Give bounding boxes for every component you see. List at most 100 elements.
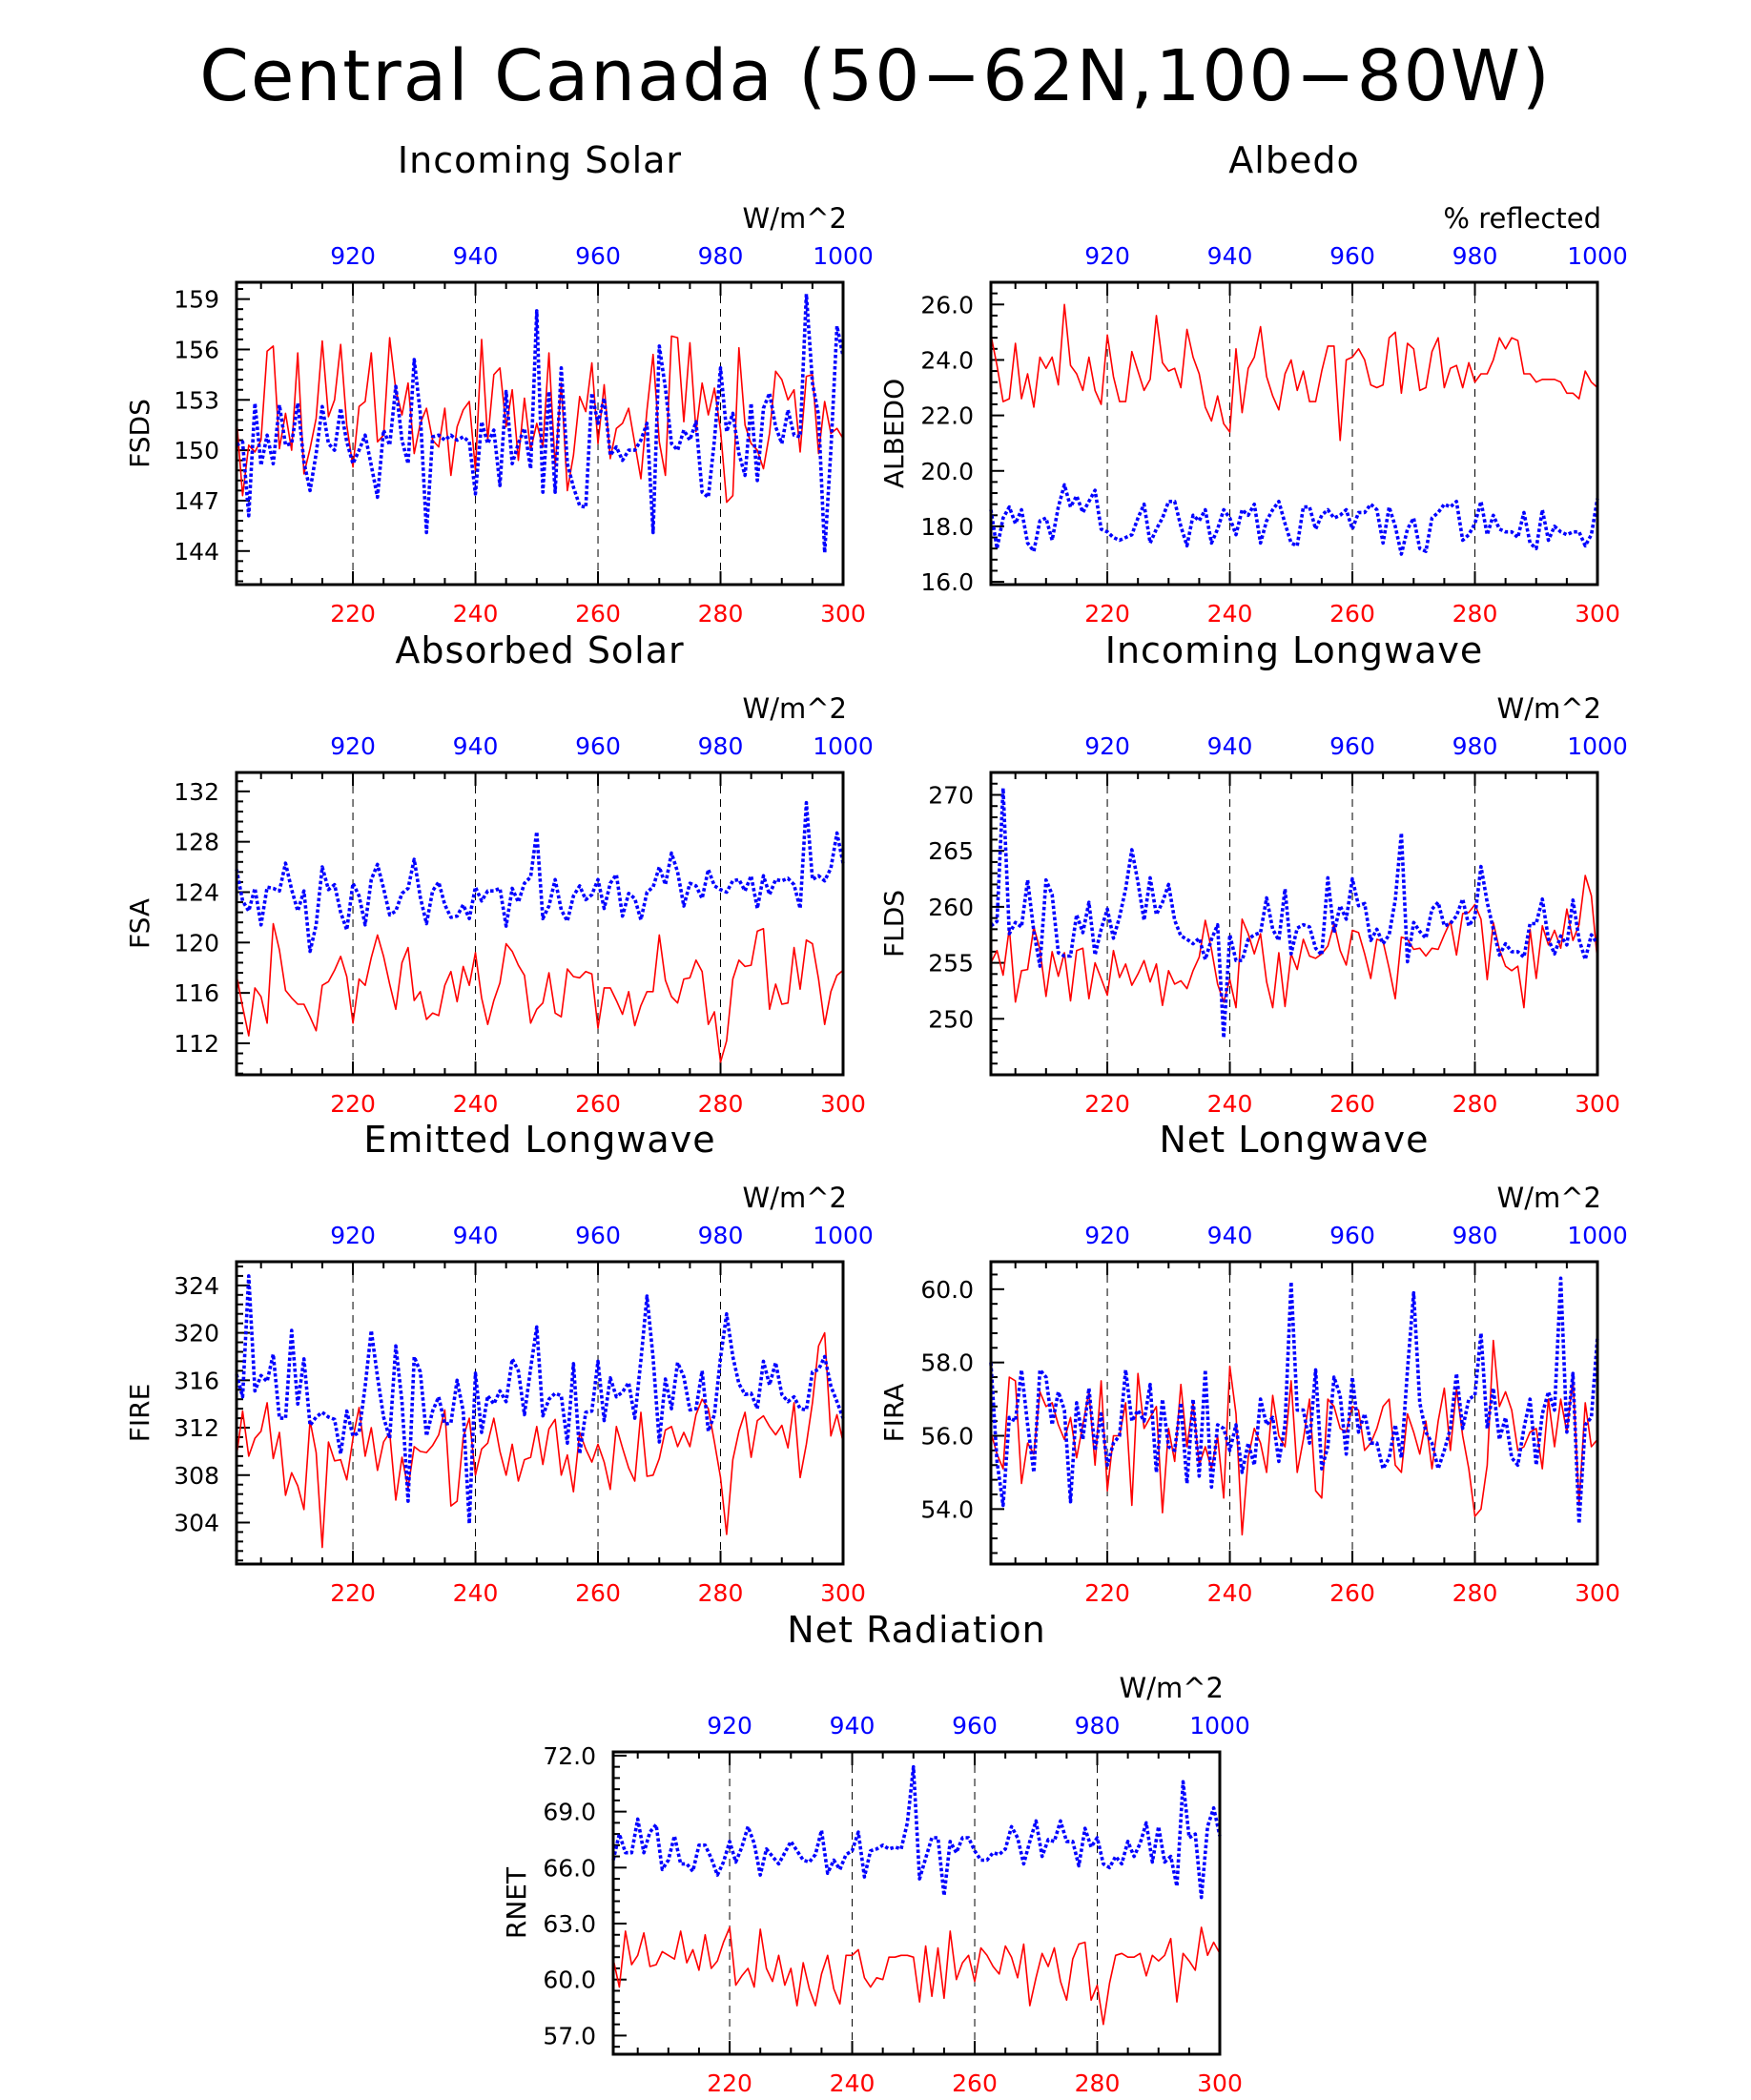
- y-tick-label: 128: [174, 829, 219, 856]
- y-tick-label: 265: [928, 837, 974, 865]
- plot-frame: [989, 280, 1599, 587]
- tick-marks: [991, 1262, 1598, 1564]
- tick-marks: [237, 1262, 844, 1564]
- x-bottom-tick-label: 280: [1452, 1579, 1498, 1607]
- tick-marks: [237, 772, 844, 1075]
- x-bottom-tick-label: 260: [575, 1579, 621, 1607]
- chart-panel: Absorbed Solar W/m^2 FSA 112 116 120 124 128 132…: [124, 629, 874, 1118]
- x-bottom-tick-label: 240: [1207, 1090, 1253, 1118]
- x-bottom-tick-label: 240: [453, 1090, 499, 1118]
- chart-panel: Incoming Solar W/m^2 FSDS 144 147 150 153 156 15…: [124, 139, 874, 628]
- x-top-tick-label: 980: [698, 1222, 744, 1249]
- panel-title: Incoming Solar: [398, 139, 682, 181]
- plot-frame: [235, 1260, 845, 1566]
- unit-label: % reflected: [1443, 202, 1601, 235]
- y-tick-label: 20.0: [920, 458, 974, 485]
- y-tick-label: 22.0: [920, 402, 974, 430]
- y-tick-label: 57.0: [543, 2022, 596, 2049]
- panel-title: Absorbed Solar: [395, 629, 684, 671]
- x-top-tick-label: 980: [1452, 1222, 1498, 1249]
- tick-marks: [991, 772, 1598, 1076]
- x-bottom-tick-label: 300: [1197, 2069, 1243, 2097]
- x-bottom-tick-label: 260: [575, 1090, 621, 1118]
- y-tick-label: 116: [174, 979, 219, 1007]
- y-tick-label: 120: [174, 929, 219, 957]
- x-bottom-tick-label: 220: [1084, 600, 1130, 628]
- x-bottom-tick-label: 280: [698, 600, 744, 628]
- chart-panel: Incoming Longwave W/m^2 FLDS 250 255 260 265 27…: [878, 629, 1628, 1118]
- y-tick-label: 250: [928, 1005, 974, 1033]
- y-tick-label: 150: [174, 437, 219, 464]
- y-axis-label: FSDS: [124, 399, 155, 468]
- x-bottom-tick-label: 300: [820, 600, 866, 628]
- unit-label: W/m^2: [1497, 1182, 1601, 1214]
- unit-label: W/m^2: [743, 692, 847, 725]
- series-line-red: [236, 1331, 844, 1549]
- x-top-tick-label: 980: [1452, 242, 1498, 270]
- x-bottom-tick-label: 240: [1207, 600, 1253, 628]
- x-bottom-tick-label: 280: [1075, 2069, 1121, 2097]
- y-tick-label: 153: [174, 386, 219, 414]
- plot-frame: [611, 1750, 1222, 2056]
- x-bottom-tick-label: 260: [1329, 1090, 1375, 1118]
- x-bottom-tick-label: 240: [830, 2069, 876, 2097]
- x-top-tick-label: 980: [698, 732, 744, 760]
- y-tick-label: 69.0: [543, 1799, 596, 1826]
- x-bottom-tick-label: 300: [1575, 1579, 1620, 1607]
- x-bottom-tick-label: 280: [698, 1090, 744, 1118]
- series-line-blue: [235, 800, 845, 954]
- y-tick-label: 66.0: [543, 1854, 596, 1882]
- chart-panel: Net Longwave W/m^2 FIRA 54.0 56.0 58.0 60.0 220…: [878, 1119, 1628, 1607]
- x-bottom-tick-label: 220: [1084, 1579, 1130, 1607]
- plot-frame: [989, 771, 1599, 1077]
- x-top-tick-label: 960: [575, 242, 621, 270]
- chart-panel: Net Radiation W/m^2 RNET 57.0 60.0 63.0 66.0 69…: [501, 1609, 1250, 2097]
- y-tick-label: 144: [174, 538, 219, 566]
- x-top-tick-label: 940: [1207, 1222, 1253, 1249]
- x-bottom-tick-label: 260: [1329, 600, 1375, 628]
- x-bottom-tick-label: 260: [952, 2069, 998, 2097]
- x-bottom-tick-label: 280: [698, 1579, 744, 1607]
- x-top-tick-label: 960: [1329, 1222, 1375, 1249]
- series-line-blue: [989, 1276, 1599, 1526]
- y-tick-label: 18.0: [920, 513, 974, 541]
- y-tick-label: 324: [174, 1272, 219, 1300]
- panel-title: Net Radiation: [787, 1609, 1045, 1651]
- panel-title: Albedo: [1228, 139, 1359, 181]
- x-top-tick-label: 1000: [1567, 1222, 1628, 1249]
- y-tick-label: 308: [174, 1462, 219, 1490]
- x-bottom-tick-label: 280: [1452, 1090, 1498, 1118]
- series-line-blue: [235, 1274, 845, 1526]
- x-bottom-tick-label: 220: [1084, 1090, 1130, 1118]
- panel-title: Incoming Longwave: [1105, 629, 1483, 671]
- x-top-tick-label: 1000: [813, 732, 874, 760]
- x-bottom-tick-label: 220: [330, 600, 376, 628]
- x-top-tick-label: 920: [330, 732, 376, 760]
- series-line-red: [990, 303, 1598, 442]
- y-axis-label: RNET: [501, 1866, 532, 1939]
- x-top-tick-label: 920: [1084, 732, 1130, 760]
- tick-marks: [991, 281, 1598, 585]
- series-line-blue: [989, 786, 1599, 1040]
- x-top-tick-label: 920: [1084, 242, 1130, 270]
- series-line-blue: [611, 1764, 1222, 1900]
- series-line-red: [612, 1926, 1221, 2026]
- x-bottom-tick-label: 300: [1575, 1090, 1620, 1118]
- y-tick-label: 60.0: [543, 1966, 596, 1994]
- y-tick-label: 56.0: [920, 1423, 974, 1451]
- tick-marks: [237, 282, 844, 585]
- x-top-tick-label: 920: [330, 1222, 376, 1249]
- plot-frame: [235, 771, 845, 1077]
- y-tick-label: 112: [174, 1030, 219, 1058]
- x-bottom-tick-label: 300: [1575, 600, 1620, 628]
- chart-panel: Emitted Longwave W/m^2 FIRE 304 308 312 316 320…: [124, 1119, 874, 1607]
- x-bottom-tick-label: 300: [820, 1090, 866, 1118]
- x-bottom-tick-label: 240: [1207, 1579, 1253, 1607]
- x-top-tick-label: 980: [1452, 732, 1498, 760]
- y-axis-label: FIRA: [878, 1384, 910, 1443]
- x-top-tick-label: 1000: [1567, 732, 1628, 760]
- y-tick-label: 147: [174, 487, 219, 515]
- x-bottom-tick-label: 260: [575, 600, 621, 628]
- y-tick-label: 16.0: [920, 568, 974, 596]
- x-bottom-tick-label: 260: [1329, 1579, 1375, 1607]
